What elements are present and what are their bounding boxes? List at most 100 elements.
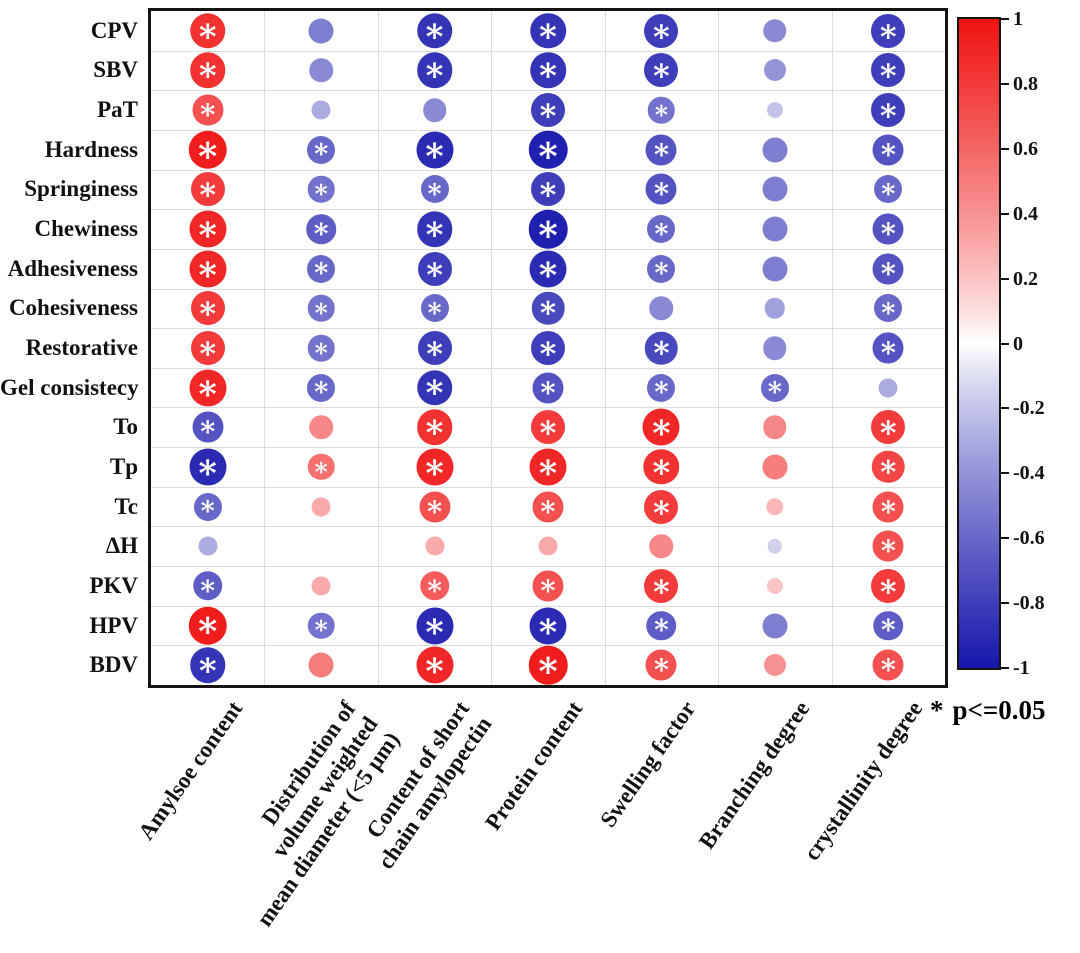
correlation-dot: *: [871, 568, 906, 608]
significance-star-marker: *: [654, 258, 669, 290]
significance-star-marker: *: [200, 573, 216, 607]
correlation-dot: *: [532, 570, 564, 605]
correlation-dot: [422, 98, 447, 122]
correlation-dot: *: [530, 52, 566, 94]
correlation-dot: [766, 102, 783, 119]
colorbar-tick-mark: [1001, 537, 1009, 540]
row-label: CPV: [90, 17, 138, 43]
grid-line-horizontal: [151, 447, 945, 449]
correlation-dot: *: [871, 13, 906, 53]
correlation-dot: *: [648, 96, 675, 130]
grid-line-horizontal: [151, 288, 945, 290]
row-label: HPV: [89, 612, 138, 638]
significance-star-marker: *: [538, 452, 558, 494]
correlation-dot: *: [416, 409, 453, 450]
correlation-dot: *: [416, 646, 454, 689]
row-label: Chewiness: [34, 216, 138, 242]
correlation-dot: [766, 497, 784, 516]
correlation-dot: *: [871, 53, 906, 92]
correlation-dot: *: [307, 612, 335, 643]
correlation-dot: *: [189, 647, 226, 688]
correlation-dot: [762, 176, 788, 202]
colorbar-tick-mark: [1001, 667, 1009, 669]
significance-star-marker: *: [198, 214, 217, 256]
significance-star-marker: *: [653, 137, 669, 172]
significance-star-marker: *: [654, 613, 669, 647]
colorbar-tick-label: -0.8: [1013, 592, 1045, 615]
significance-star-marker: *: [538, 133, 558, 178]
colorbar-tick-mark: [1001, 18, 1009, 20]
significance-star-marker: *: [314, 179, 328, 209]
significance-star-marker: *: [652, 413, 671, 455]
significance-star-marker: *: [426, 494, 443, 529]
correlation-dot: *: [531, 331, 565, 370]
row-label: SBV: [93, 57, 138, 83]
correlation-dot: *: [872, 491, 904, 526]
correlation-dot: *: [192, 94, 224, 129]
correlation-dot: *: [420, 294, 449, 327]
colorbar-tick-label: 0: [1013, 332, 1023, 355]
colorbar-tick-mark: [1001, 82, 1009, 85]
significance-star-symbol: *: [930, 695, 944, 725]
row-label: To: [113, 414, 138, 440]
correlation-dot: *: [189, 369, 227, 411]
correlation-dot: *: [190, 331, 225, 370]
significance-star-marker: *: [653, 652, 669, 687]
significance-star-marker: *: [767, 377, 782, 409]
significance-star-marker: *: [198, 16, 217, 57]
significance-star-marker: *: [314, 258, 329, 290]
colorbar-tick-mark: [1001, 342, 1009, 345]
correlation-dot: *: [872, 253, 904, 288]
colorbar-tick-label: -0.6: [1013, 527, 1045, 550]
correlation-dot: *: [873, 610, 904, 644]
colorbar-tick-mark: [1001, 602, 1009, 605]
grid-line-horizontal: [151, 129, 945, 131]
correlation-dot: [762, 454, 788, 480]
row-label: Restorative: [25, 335, 138, 360]
row-label: Tp: [109, 453, 138, 479]
colorbar-tick-mark: [1001, 147, 1009, 150]
significance-legend: * p<=0.05: [930, 695, 1046, 726]
significance-star-marker: *: [314, 338, 328, 367]
correlation-dot: *: [872, 530, 904, 565]
significance-star-marker: *: [200, 495, 215, 527]
correlation-dot: *: [528, 645, 568, 690]
correlation-dot: [308, 652, 334, 678]
correlation-dot: *: [189, 448, 227, 491]
correlation-dot: [764, 298, 786, 319]
correlation-dot: *: [647, 373, 676, 406]
correlation-dot: *: [188, 130, 227, 174]
correlation-dot: [762, 613, 788, 639]
significance-star-marker: *: [879, 57, 897, 96]
correlation-dot: *: [532, 372, 564, 407]
significance-star-marker: *: [426, 255, 443, 294]
significance-star-marker: *: [198, 651, 217, 692]
grid-line-horizontal: [151, 328, 945, 330]
correlation-dot: *: [532, 491, 564, 526]
significance-star-marker: *: [539, 414, 557, 453]
correlation-dot: [762, 137, 788, 163]
correlation-dot: *: [645, 173, 677, 209]
significance-star-marker: *: [654, 100, 668, 130]
correlation-dot: *: [306, 214, 336, 248]
significance-star-marker: *: [425, 56, 444, 97]
correlation-dot: *: [307, 453, 335, 484]
significance-star-marker: *: [880, 652, 896, 687]
correlation-dot: [311, 497, 331, 517]
significance-star-marker: *: [314, 377, 329, 409]
significance-star-marker: *: [880, 137, 896, 172]
significance-star-marker: *: [314, 615, 328, 645]
grid-line-horizontal: [151, 169, 945, 171]
colorbar-tick-label: 0.2: [1013, 267, 1038, 290]
significance-star-marker: *: [427, 178, 442, 210]
grid-line-horizontal: [151, 209, 945, 211]
correlation-dot: *: [646, 610, 677, 644]
correlation-dot: [309, 58, 333, 83]
correlation-dot: *: [644, 13, 679, 53]
significance-star-marker: *: [425, 135, 444, 177]
significance-star-marker: *: [198, 56, 217, 97]
correlation-dot: *: [528, 130, 568, 174]
grid-line-horizontal: [151, 407, 945, 409]
correlation-dot: *: [872, 450, 905, 488]
colorbar-tick-label: 0.6: [1013, 137, 1038, 160]
